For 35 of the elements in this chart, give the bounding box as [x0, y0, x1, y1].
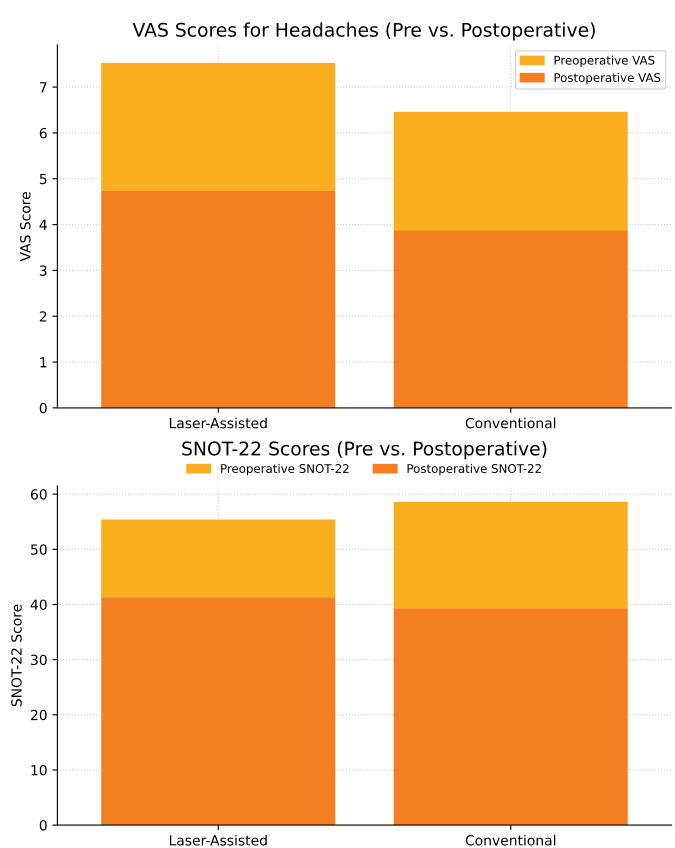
legend-label: Preoperative VAS	[554, 56, 654, 67]
y-axis-title: VAS Score	[20, 192, 31, 262]
y-tick-label: 20	[30, 710, 47, 720]
y-tick-label: 30	[31, 654, 47, 666]
bar	[394, 608, 628, 826]
y-tick-label: 1	[40, 357, 46, 368]
bar	[101, 190, 336, 408]
chart-title: VAS Scores for Headaches (Pre vs. Postoperative)	[132, 22, 595, 41]
y-tick-label: 10	[32, 764, 47, 776]
chart-title: SNOT-22 Scores (Pre vs. Postoperative)	[182, 441, 546, 460]
bar	[394, 230, 628, 408]
legend-label: Preoperative SNOT-22	[221, 464, 349, 476]
y-tick-label: 3	[40, 265, 47, 276]
bar	[101, 62, 336, 191]
legend-label: Postoperative SNOT-22	[408, 464, 541, 476]
y-tick-label: 7	[40, 82, 46, 92]
y-tick-label: 50	[31, 544, 47, 555]
bar	[101, 520, 336, 598]
y-tick-label: 40	[30, 599, 47, 610]
y-tick-label: 2	[40, 311, 46, 322]
x-tick-label: Laser-Assisted	[170, 834, 267, 846]
bar	[101, 597, 336, 826]
bar	[394, 502, 628, 608]
y-tick-label: 0	[40, 820, 47, 831]
bar	[394, 112, 628, 231]
y-tick-label: 6	[40, 128, 47, 138]
x-tick-label: Laser-Assisted	[170, 418, 267, 428]
y-tick-label: 0	[40, 402, 47, 414]
y-tick-label: 5	[40, 174, 46, 184]
x-tick-label: Conventional	[466, 834, 556, 846]
legend-label: Postoperative VAS	[554, 72, 660, 84]
y-axis-title: SNOT-22 Score	[11, 604, 22, 706]
y-tick-label: 60	[30, 489, 47, 500]
x-tick-label: Conventional	[466, 418, 556, 428]
y-tick-label: 4	[39, 220, 47, 230]
